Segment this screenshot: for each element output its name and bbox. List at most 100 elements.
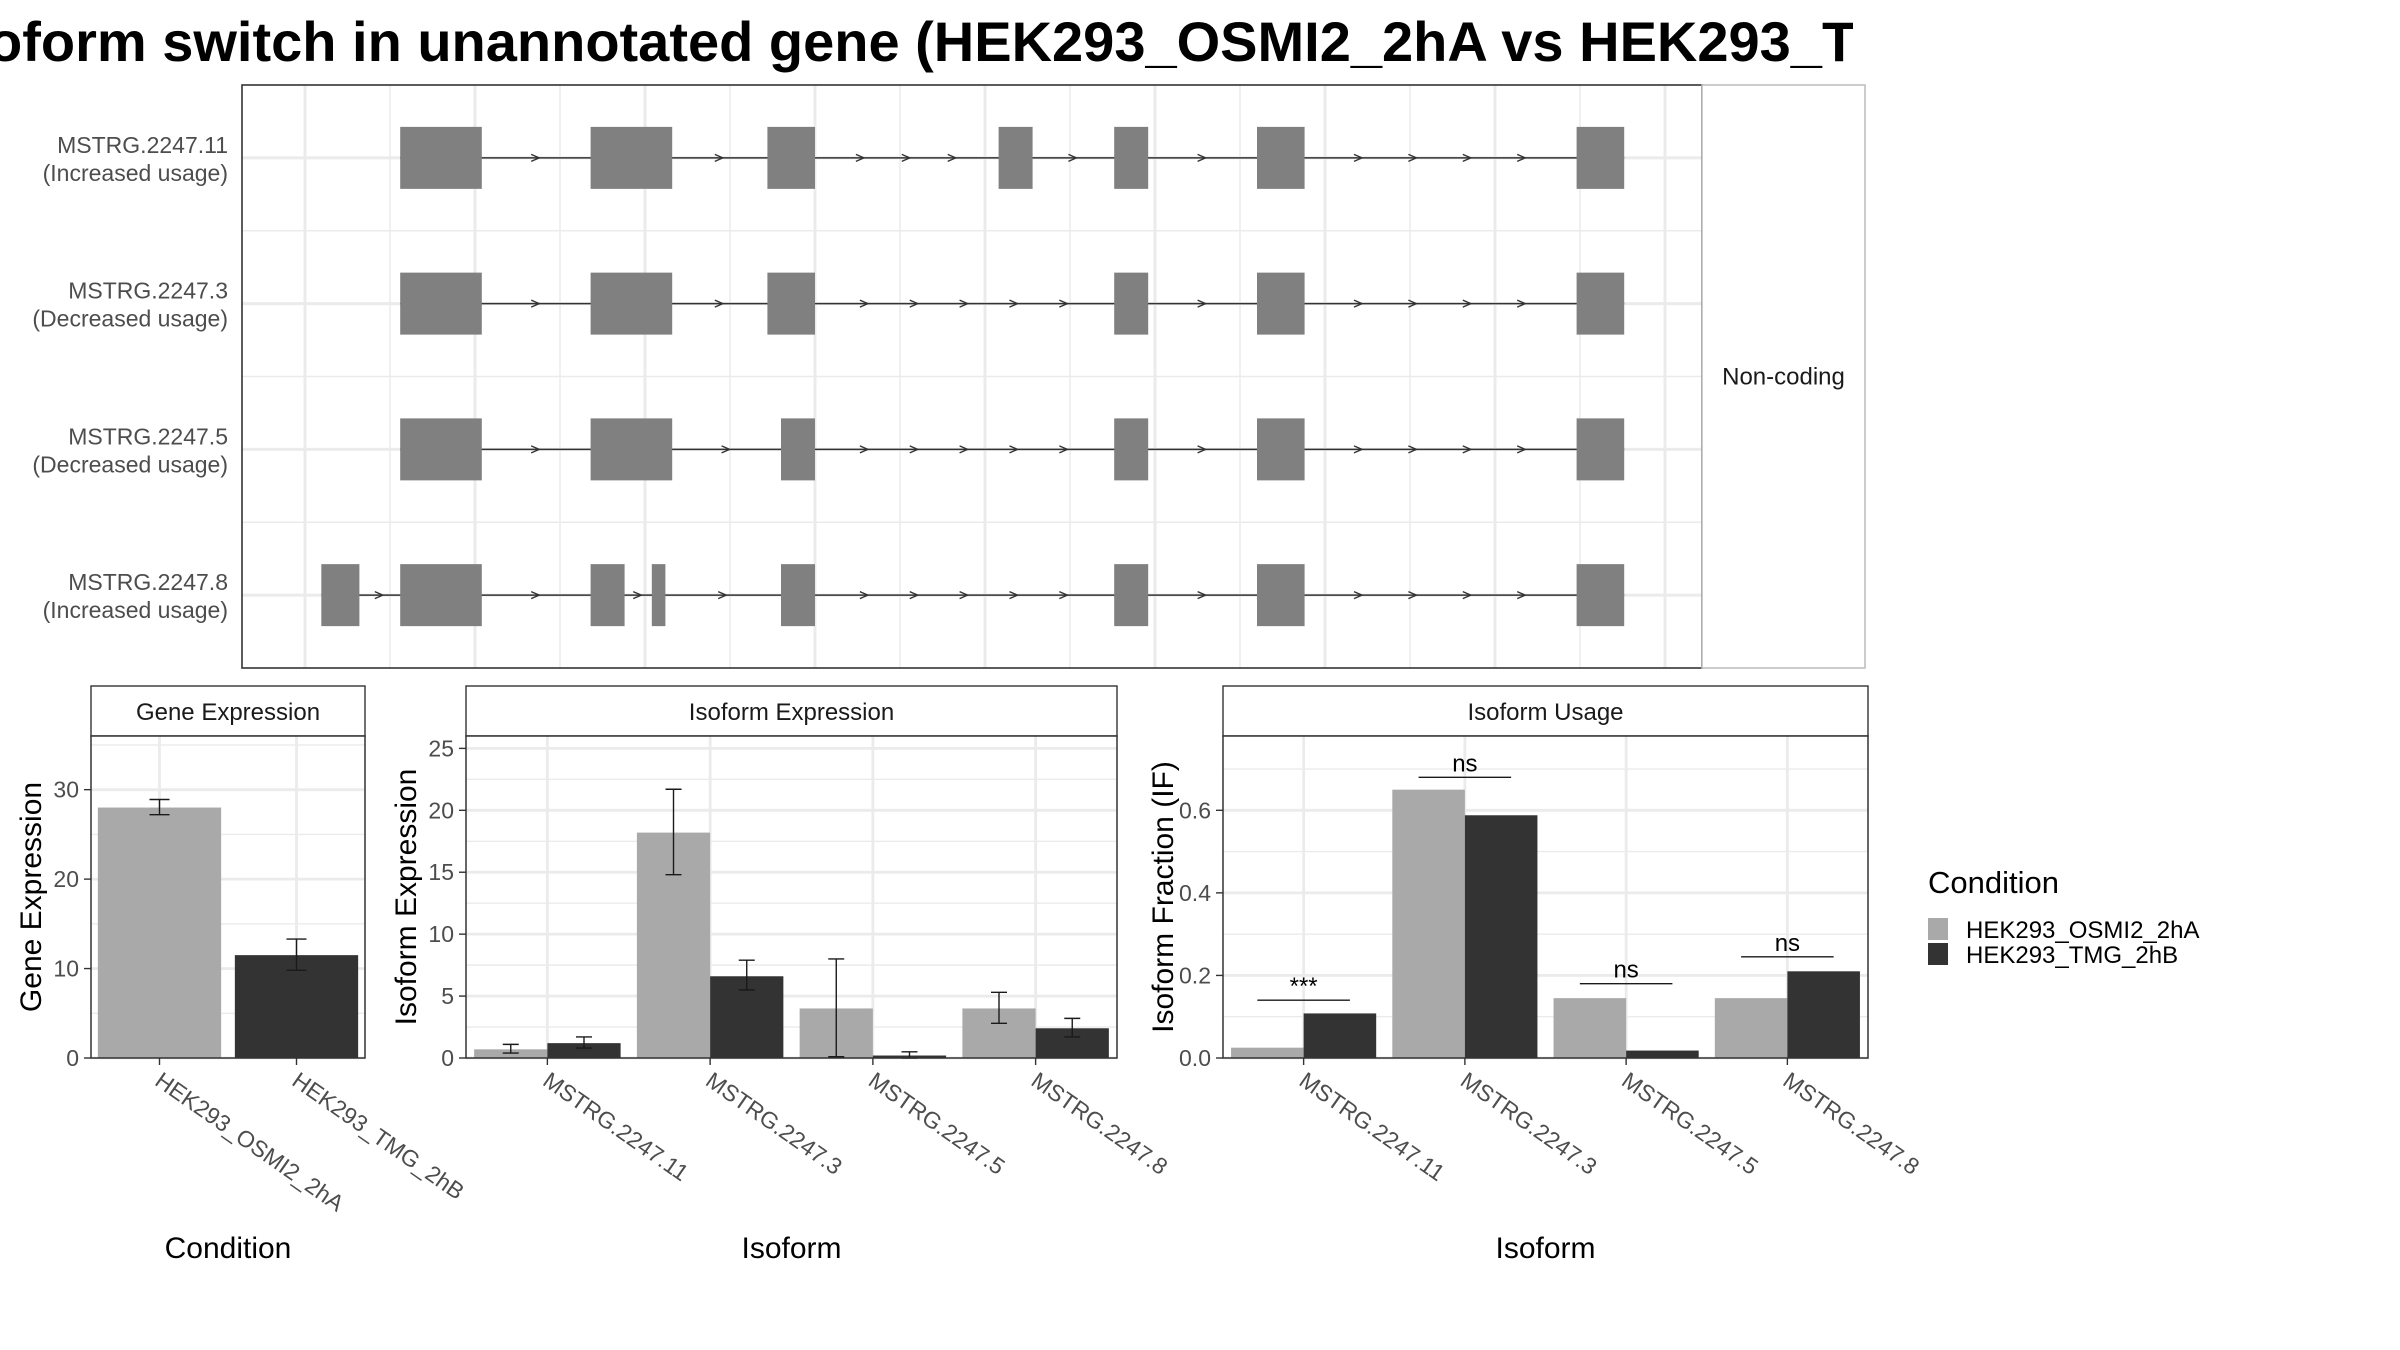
panel-strip-title: Gene Expression — [136, 699, 320, 726]
strand-arrow — [1408, 590, 1419, 600]
exon-block — [400, 564, 482, 627]
transcript-usage-note: (Decreased usage) — [32, 306, 228, 332]
strand-arrow — [959, 299, 970, 308]
bar — [234, 955, 359, 1058]
strand-arrow — [714, 153, 725, 163]
strand-arrow — [909, 445, 920, 454]
strand-arrow — [947, 153, 958, 163]
strand-arrow — [530, 445, 541, 454]
strand-arrow — [1009, 445, 1020, 454]
strand-arrow — [1059, 590, 1070, 600]
legend-key-cond-b — [1928, 943, 1948, 965]
x-tick-label: MSTRG.2247.8 — [1027, 1067, 1173, 1180]
panel-strip — [1222, 685, 1869, 737]
bar — [1231, 1047, 1304, 1058]
strand-arrow — [530, 299, 541, 308]
exon-block — [1257, 418, 1305, 481]
y-tick-label: 0.2 — [1179, 962, 1211, 988]
strand-arrow — [530, 153, 541, 163]
strand-arrow — [1353, 445, 1364, 454]
exon-block — [1576, 564, 1625, 627]
exon-block — [1576, 272, 1625, 335]
exon-block — [767, 126, 815, 189]
strand-arrow — [374, 590, 385, 600]
exon-block — [590, 272, 673, 335]
y-axis-title: Isoform Fraction (IF) — [1147, 761, 1180, 1033]
exon-block — [1114, 564, 1149, 627]
exon-block — [400, 126, 482, 189]
bar — [1787, 971, 1860, 1058]
panel-border — [90, 735, 366, 1059]
y-tick-label: 0 — [66, 1045, 79, 1071]
strand-arrow — [1516, 299, 1527, 308]
y-tick-label: 10 — [428, 921, 454, 947]
legend-label-cond-b: HEK293_TMG_2hB — [1966, 942, 2178, 969]
strand-arrow — [1353, 153, 1364, 163]
x-axis-title: Isoform — [1495, 1232, 1595, 1265]
exon-block — [767, 272, 815, 335]
strand-arrow — [530, 590, 541, 600]
panel-border — [1222, 735, 1869, 1059]
y-axis-title: Gene Expression — [15, 782, 48, 1012]
strand-arrow — [1408, 299, 1419, 308]
exon-block — [781, 418, 815, 481]
exon-block — [1114, 126, 1149, 189]
transcript-label: MSTRG.2247.8 — [68, 569, 228, 595]
bar — [1553, 998, 1627, 1058]
strand-arrow — [1059, 445, 1070, 454]
strand-arrow — [1462, 153, 1473, 163]
strand-arrow — [1197, 445, 1208, 454]
panel-strip-title: Isoform Usage — [1467, 699, 1623, 726]
isoform-usage-panel: Isoform Usage 0.0 0.2 0.4 0.6 *** MSTRG.2247.1… — [1147, 685, 1925, 1265]
strand-arrow — [909, 299, 920, 308]
exon-block — [1576, 126, 1625, 189]
y-axis-title: Isoform Expression — [390, 769, 423, 1026]
significance-label: ns — [1775, 930, 1800, 957]
significance-label: ns — [1452, 750, 1477, 777]
strand-arrow — [1516, 590, 1527, 600]
y-tick-label: 10 — [53, 956, 79, 982]
strand-arrow — [1516, 153, 1527, 163]
bar — [1626, 1050, 1699, 1058]
exon-block — [1114, 272, 1149, 335]
strand-arrow — [909, 590, 920, 600]
strand-arrow — [1009, 590, 1020, 600]
exon-block — [1114, 418, 1149, 481]
strand-arrow — [717, 590, 728, 600]
strand-arrow — [1462, 590, 1473, 600]
significance-label: ns — [1613, 957, 1638, 984]
x-tick-label: MSTRG.2247.8 — [1779, 1067, 1925, 1180]
exon-block — [321, 564, 360, 627]
strand-arrow — [1462, 299, 1473, 308]
y-tick-label: 20 — [53, 866, 79, 892]
strand-arrow — [859, 445, 870, 454]
plot-title: oform switch in unannotated gene (HEK293… — [0, 6, 1853, 78]
strand-arrow — [1353, 590, 1364, 600]
strand-arrow — [714, 299, 725, 308]
x-axis-title: Condition — [165, 1232, 292, 1265]
facet-strip-label: Non-coding — [1722, 364, 1845, 391]
exon-block — [1257, 272, 1305, 335]
strand-arrow — [959, 590, 970, 600]
exon-block — [400, 418, 482, 481]
exon-block — [1576, 418, 1625, 481]
exon-block — [1257, 564, 1305, 627]
strand-arrow — [1353, 299, 1364, 308]
transcript-label: MSTRG.2247.5 — [68, 423, 228, 449]
bar — [547, 1043, 621, 1058]
x-tick-label: MSTRG.2247.3 — [1456, 1067, 1602, 1180]
legend-title: Condition — [1928, 865, 2059, 900]
x-tick-label: MSTRG.2247.11 — [1295, 1067, 1450, 1186]
legend: Condition HEK293_OSMI2_2hA HEK293_TMG_2h… — [1928, 865, 2199, 969]
exon-block — [998, 126, 1033, 189]
exon-block — [781, 564, 815, 627]
panel-strip — [90, 685, 366, 737]
bar — [1303, 1013, 1377, 1058]
y-tick-label: 15 — [428, 859, 454, 885]
transcript-structure-panel: MSTRG.2247.11(Increased usage)MSTRG.2247… — [32, 84, 1866, 669]
bar — [1714, 998, 1788, 1058]
strand-arrow — [1009, 299, 1020, 308]
plot-title-text: oform switch in unannotated gene (HEK293… — [0, 10, 1853, 73]
exon-block — [590, 564, 625, 627]
strand-arrow — [859, 590, 870, 600]
